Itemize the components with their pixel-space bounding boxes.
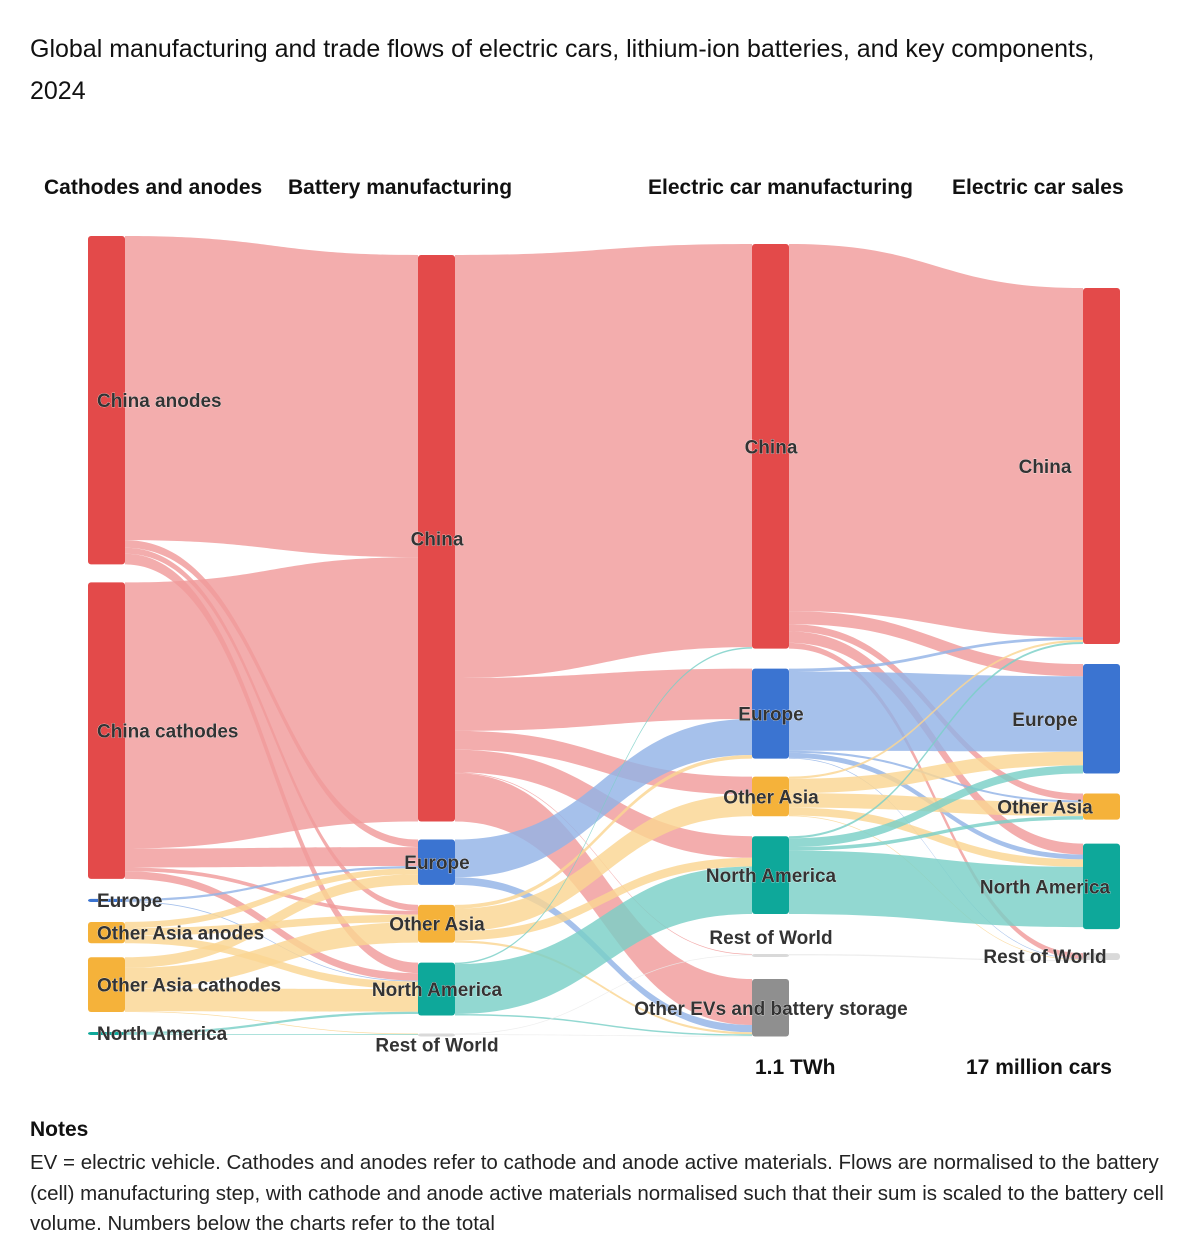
flow-s1_oa-to-s2_na	[455, 857, 752, 941]
flow-s0_na-to-s1_na	[125, 1011, 418, 1035]
node-label-s3_na: North America	[980, 877, 1111, 898]
stage-header-cathodes-anodes: Cathodes and anodes	[44, 176, 263, 199]
node-label-s1_row: Rest of World	[375, 1035, 498, 1056]
flow-s2_china-to-s3_china	[789, 244, 1083, 638]
node-s3_europe	[1083, 664, 1120, 774]
node-label-s3_europe: Europe	[1012, 710, 1077, 731]
flow-s0_china_cathodes-to-s1_china	[125, 557, 418, 849]
node-s3_oa	[1083, 793, 1120, 820]
flow-s1_oa-to-s2_europe	[455, 755, 752, 909]
notes-heading: Notes	[30, 1118, 89, 1141]
node-label-s3_row: Rest of World	[983, 947, 1106, 968]
node-s1_na	[418, 962, 455, 1016]
stage-header-car-sales: Electric car sales	[952, 176, 1124, 199]
flow-s1_china-to-s2_china	[455, 244, 752, 679]
node-label-s1_oa: Other Asia	[389, 915, 485, 936]
node-label-s0_na: North America	[97, 1024, 228, 1045]
flow-s2_oa-to-s3_europe	[789, 751, 1083, 794]
node-s3_row	[1083, 953, 1120, 960]
flow-s0_china_cathodes-to-s1_europe	[125, 847, 418, 868]
flow-s1_row-to-s2_row	[455, 954, 752, 1035]
stage-header-battery-manufacturing: Battery manufacturing	[288, 176, 513, 199]
node-s1_oa	[418, 904, 455, 943]
node-s2_na	[752, 836, 789, 914]
flow-s2_oa-to-s3_na	[789, 807, 1083, 867]
notes-text: EV = electric vehicle. Cathodes and anod…	[30, 1151, 1164, 1235]
flow-s1_china-to-s2_oa	[455, 730, 752, 795]
flow-s2_na-to-s3_europe	[789, 765, 1083, 848]
flow-s2_na-to-s3_na	[789, 850, 1083, 928]
node-s1_china	[418, 255, 455, 822]
node-s0_china_anodes	[88, 236, 125, 565]
flow-s2_na-to-s3_oa	[789, 816, 1083, 851]
node-s1_europe	[418, 839, 455, 885]
flow-s1_china-to-s2_europe	[455, 668, 752, 731]
node-s2_other	[752, 978, 789, 1037]
flow-s1_na-to-s2_na	[455, 866, 752, 1014]
node-label-s2_row: Rest of World	[709, 928, 832, 949]
flow-s0_oa_cathodes-to-s1_europe	[125, 874, 418, 968]
node-label-s0_europe: Europe	[97, 891, 162, 912]
node-s3_na	[1083, 843, 1120, 930]
sankey-links	[125, 236, 1083, 1037]
total-battery-label: 1.1 TWh	[755, 1056, 836, 1079]
node-s2_oa	[752, 776, 789, 817]
flow-s0_china_cathodes-to-s1_oa	[125, 867, 418, 915]
node-label-s2_na: North America	[706, 866, 837, 887]
flow-s1_na-to-s2_other	[455, 1013, 752, 1036]
sankey-nodes	[88, 236, 1120, 1037]
flow-s2_europe-to-s3_row	[789, 757, 1083, 960]
node-label-s1_china: China	[411, 529, 464, 550]
node-label-s2_oa: Other Asia	[723, 787, 819, 808]
flow-s1_oa-to-s2_other	[455, 940, 752, 1035]
node-s0_oa_cathodes	[88, 957, 125, 1012]
node-label-s1_europe: Europe	[404, 853, 469, 874]
node-s3_china	[1083, 288, 1120, 645]
node-label-s1_na: North America	[372, 980, 503, 1001]
node-s0_europe	[88, 898, 125, 902]
flow-s2_china-to-s3_europe	[789, 611, 1083, 677]
stage-header-car-manufacturing: Electric car manufacturing	[648, 176, 913, 199]
total-cars-label: 17 million cars	[966, 1056, 1112, 1079]
flow-s0_na-to-s1_row	[125, 1034, 418, 1035]
flow-s0_oa_anodes-to-s1_europe	[125, 868, 418, 929]
flow-s2_na-to-s3_china	[789, 641, 1083, 839]
flow-s0_oa_cathodes-to-s1_oa	[125, 922, 418, 989]
node-s0_na	[88, 1031, 125, 1035]
flow-s1_europe-to-s2_europe	[455, 719, 752, 878]
node-label-s3_oa: Other Asia	[997, 798, 1093, 819]
chart-title: Global manufacturing and trade flows of …	[30, 35, 1095, 105]
node-s0_oa_anodes	[88, 921, 125, 944]
node-s2_row	[752, 953, 789, 957]
flow-s0_europe-to-s1_na	[125, 901, 418, 982]
flow-s2_oa-to-s3_china	[789, 639, 1083, 779]
node-label-s0_oa_cathodes: Other Asia cathodes	[97, 976, 281, 997]
flow-s2_row-to-s3_row	[789, 953, 1083, 962]
node-label-s0_china_anodes: China anodes	[97, 391, 222, 412]
sankey-labels: China anodes China cathodes Europe Other As…	[97, 391, 1111, 1057]
flow-s0_oa_cathodes-to-s1_na	[125, 988, 418, 1012]
flow-s0_china_anodes-to-s1_china	[125, 236, 418, 558]
flow-s0_europe-to-s1_europe	[125, 865, 418, 902]
node-label-s2_other: Other EVs and battery storage	[634, 999, 907, 1020]
node-label-s0_oa_anodes: Other Asia anodes	[97, 924, 264, 945]
node-s0_china_cathodes	[88, 582, 125, 879]
flow-s1_na-to-s2_china	[455, 647, 752, 965]
node-s2_china	[752, 244, 789, 649]
node-label-s2_china: China	[745, 437, 798, 458]
node-label-s0_china_cathodes: China cathodes	[97, 722, 238, 743]
flow-s2_europe-to-s3_europe	[789, 671, 1083, 752]
flow-s2_europe-to-s3_china	[789, 637, 1083, 672]
flow-s1_row-to-s2_other	[455, 1034, 752, 1037]
node-label-s3_china: China	[1019, 457, 1072, 478]
node-s1_row	[418, 1033, 455, 1037]
node-s2_europe	[752, 668, 789, 759]
flow-s1_oa-to-s2_oa	[455, 794, 752, 932]
node-label-s2_europe: Europe	[738, 705, 803, 726]
